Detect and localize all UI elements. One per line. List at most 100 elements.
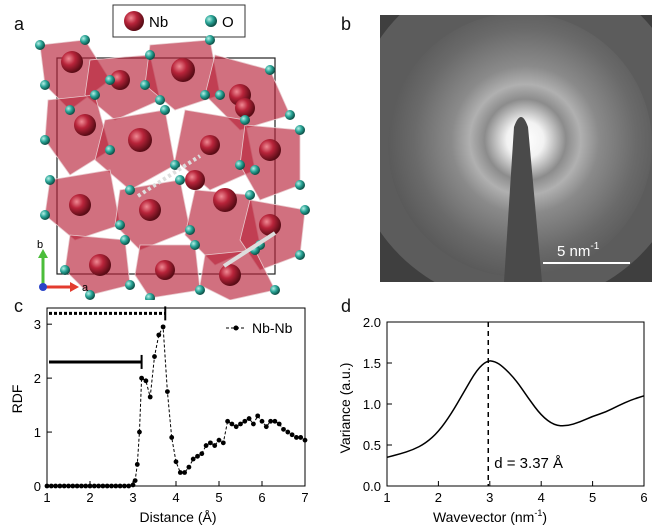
rdf-data-point <box>74 483 80 489</box>
rdf-data-point <box>87 483 93 489</box>
rdf-data-point <box>289 432 295 438</box>
rdf-data-point <box>302 437 308 443</box>
variance-ytick-label: 0.5 <box>363 438 381 453</box>
rdf-data-point <box>208 440 213 446</box>
scale-bar-label: 5 nm-1 <box>557 241 600 260</box>
rdf-data-point <box>139 375 145 381</box>
rdf-ytick-label: 2 <box>34 371 41 386</box>
rdf-data-point <box>281 426 286 432</box>
rdf-data-point <box>132 478 138 484</box>
rdf-data-point <box>203 443 209 448</box>
distance-marker-dotted <box>136 154 202 198</box>
diffraction-pattern-image: 5 nm-1 <box>380 15 652 282</box>
rdf-data-point <box>152 354 157 359</box>
distance-marker-solid <box>222 231 277 268</box>
rdf-data-point <box>109 483 114 489</box>
rdf-data-point <box>70 483 76 489</box>
rdf-x-axis-label: Distance (Å) <box>139 509 216 525</box>
variance-ytick-label: 1.0 <box>363 397 381 412</box>
rdf-data-point <box>177 470 183 475</box>
panel-letter-b: b <box>341 14 352 34</box>
rdf-data-point <box>57 483 63 489</box>
rdf-data-point <box>173 459 179 465</box>
variance-xtick-label: 3 <box>486 490 493 505</box>
rdf-data-point <box>160 324 166 330</box>
rdf-data-point <box>212 443 218 448</box>
variance-xtick-label: 4 <box>538 490 545 505</box>
rdf-legend-label: Nb-Nb <box>252 320 293 336</box>
rdf-data-point <box>220 440 226 446</box>
rdf-xtick-label: 5 <box>215 490 222 505</box>
rdf-data-point <box>268 418 273 424</box>
rdf-data-point <box>246 416 252 421</box>
rdf-legend: Nb-Nb <box>226 320 293 336</box>
rdf-data-point <box>147 394 153 400</box>
rdf-data-point <box>186 464 192 470</box>
rdf-data-point <box>229 421 235 427</box>
rdf-data-point <box>238 421 243 427</box>
rdf-data-point <box>294 435 299 440</box>
beam-stopper <box>504 117 542 282</box>
rdf-data-point <box>83 483 89 489</box>
rdf-data-point <box>126 483 132 489</box>
rdf-data-point <box>298 435 304 440</box>
rdf-xtick-label: 3 <box>129 490 136 505</box>
rdf-data-point <box>122 483 127 489</box>
rdf-ytick-label: 0 <box>34 479 41 494</box>
rdf-data-point <box>96 483 101 489</box>
rdf-data-point <box>272 418 278 424</box>
rdf-data-point <box>48 483 54 489</box>
variance-chart: 1 2 3 4 5 6 0.0 0.5 1.0 1.5 2.0 d = 3.37 Å Wavevec… <box>337 315 648 525</box>
rdf-y-axis-label: RDF <box>9 385 25 414</box>
rdf-data-point <box>225 418 231 424</box>
rdf-data-point <box>66 483 71 489</box>
variance-y-axis-label: Variance (a.u.) <box>337 363 353 454</box>
variance-xtick-label: 6 <box>640 490 647 505</box>
variance-xtick-label: 2 <box>435 490 442 505</box>
rdf-data-point <box>199 451 205 457</box>
legend-nb-label: Nb <box>149 14 168 31</box>
rdf-data-point <box>285 429 291 435</box>
rdf-data-point <box>134 462 140 467</box>
axes-indicator: b a <box>37 239 89 294</box>
panel-letter-d: d <box>341 296 352 316</box>
rdf-ytick-label: 3 <box>34 317 41 332</box>
axis-a-label: a <box>82 282 89 294</box>
rdf-data-point <box>165 389 170 395</box>
rdf-data-point <box>255 413 261 419</box>
variance-ytick-label: 2.0 <box>363 315 381 330</box>
structure-legend: Nb O <box>112 4 246 38</box>
rdf-data-point <box>156 332 162 338</box>
rdf-data-point <box>182 470 188 475</box>
rdf-data-point <box>233 424 239 430</box>
rdf-xtick-label: 1 <box>43 490 50 505</box>
axis-b-label: b <box>37 239 43 251</box>
rdf-data-point <box>143 378 149 384</box>
rdf-data-point <box>276 421 282 427</box>
rdf-data-point <box>44 483 50 489</box>
rdf-xtick-label: 4 <box>172 490 179 505</box>
rdf-xtick-label: 6 <box>258 490 265 505</box>
panel-letter-a: a <box>14 14 25 34</box>
rdf-data-point <box>195 453 200 459</box>
rdf-data-point <box>259 418 265 424</box>
rdf-data-point <box>190 456 196 462</box>
rdf-data-point <box>79 483 84 489</box>
legend-o-label: O <box>222 14 234 31</box>
variance-ytick-label: 1.5 <box>363 356 381 371</box>
variance-x-axis-label: Wavevector (nm-1) <box>433 508 547 525</box>
rdf-data-point <box>130 482 136 488</box>
rdf-xtick-label: 2 <box>86 490 93 505</box>
rdf-data-point <box>137 429 142 435</box>
rdf-data-point <box>117 483 123 489</box>
rdf-data-point <box>53 483 58 489</box>
panel-letter-c: c <box>14 296 23 316</box>
variance-series-line <box>386 360 645 459</box>
variance-xtick-label: 5 <box>589 490 596 505</box>
rdf-data-point <box>251 421 256 427</box>
rdf-data-point <box>242 418 248 424</box>
rdf-data-point <box>113 483 119 489</box>
rdf-data-point <box>100 483 106 489</box>
rdf-data-point <box>263 424 269 430</box>
